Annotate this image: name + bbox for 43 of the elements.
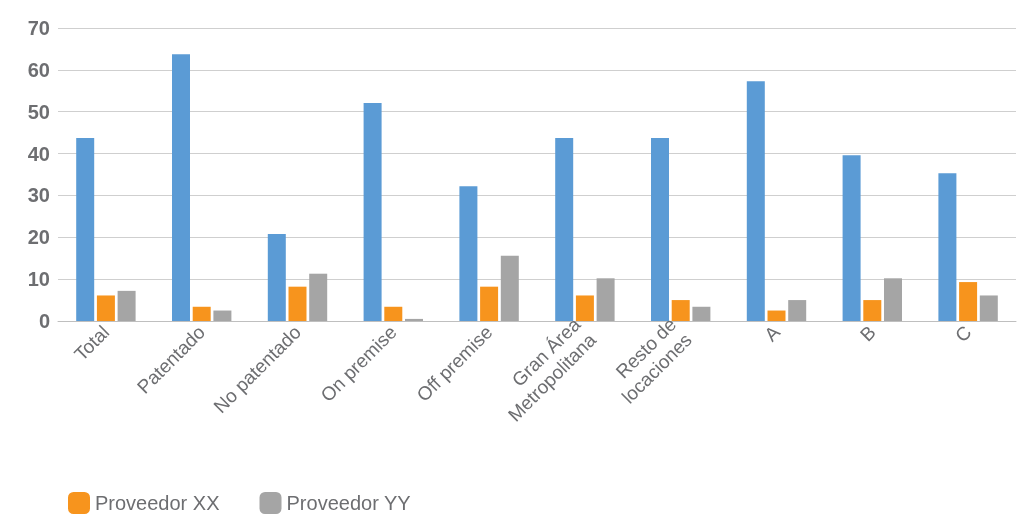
- bar: [500, 255, 519, 321]
- bar: [172, 54, 190, 321]
- bar: [842, 155, 861, 321]
- x-tick-label: C: [950, 321, 976, 347]
- bar: [76, 138, 95, 321]
- bar: [267, 233, 286, 321]
- x-tick-label: B: [855, 321, 880, 346]
- legend-label: Proveedor XX: [95, 492, 220, 514]
- y-tick-label: 20: [27, 226, 50, 249]
- bar: [309, 273, 328, 321]
- y-tick-label: 10: [27, 268, 50, 291]
- y-tick-label: 50: [27, 100, 50, 123]
- bar: [384, 306, 403, 321]
- bar: [575, 295, 594, 321]
- bar: [788, 300, 807, 321]
- bar: [405, 318, 423, 321]
- x-tick-label: A: [760, 321, 785, 346]
- y-tick-label: 40: [27, 142, 50, 165]
- bar: [192, 306, 211, 321]
- bar: [596, 278, 615, 321]
- y-tick-label: 0: [38, 310, 50, 332]
- y-tick-label: 60: [27, 58, 50, 81]
- bar: [938, 173, 957, 321]
- bar: [884, 278, 902, 321]
- bar: [363, 102, 382, 321]
- bar: [555, 138, 574, 321]
- bar: [96, 295, 115, 321]
- bar: [651, 138, 669, 321]
- bar: [213, 310, 232, 321]
- bar: [746, 81, 765, 321]
- bar: [117, 290, 136, 321]
- bar: [959, 282, 978, 321]
- bar: [692, 306, 711, 321]
- bar: [459, 186, 478, 321]
- bar: [671, 300, 690, 321]
- y-tick-label: 70: [27, 17, 50, 39]
- bar: [979, 295, 998, 321]
- y-tick-label: 30: [27, 184, 50, 207]
- bar: [480, 286, 499, 321]
- bar: [863, 300, 882, 321]
- bar: [767, 310, 786, 321]
- bar: [288, 286, 307, 321]
- legend-label: Proveedor YY: [286, 492, 411, 514]
